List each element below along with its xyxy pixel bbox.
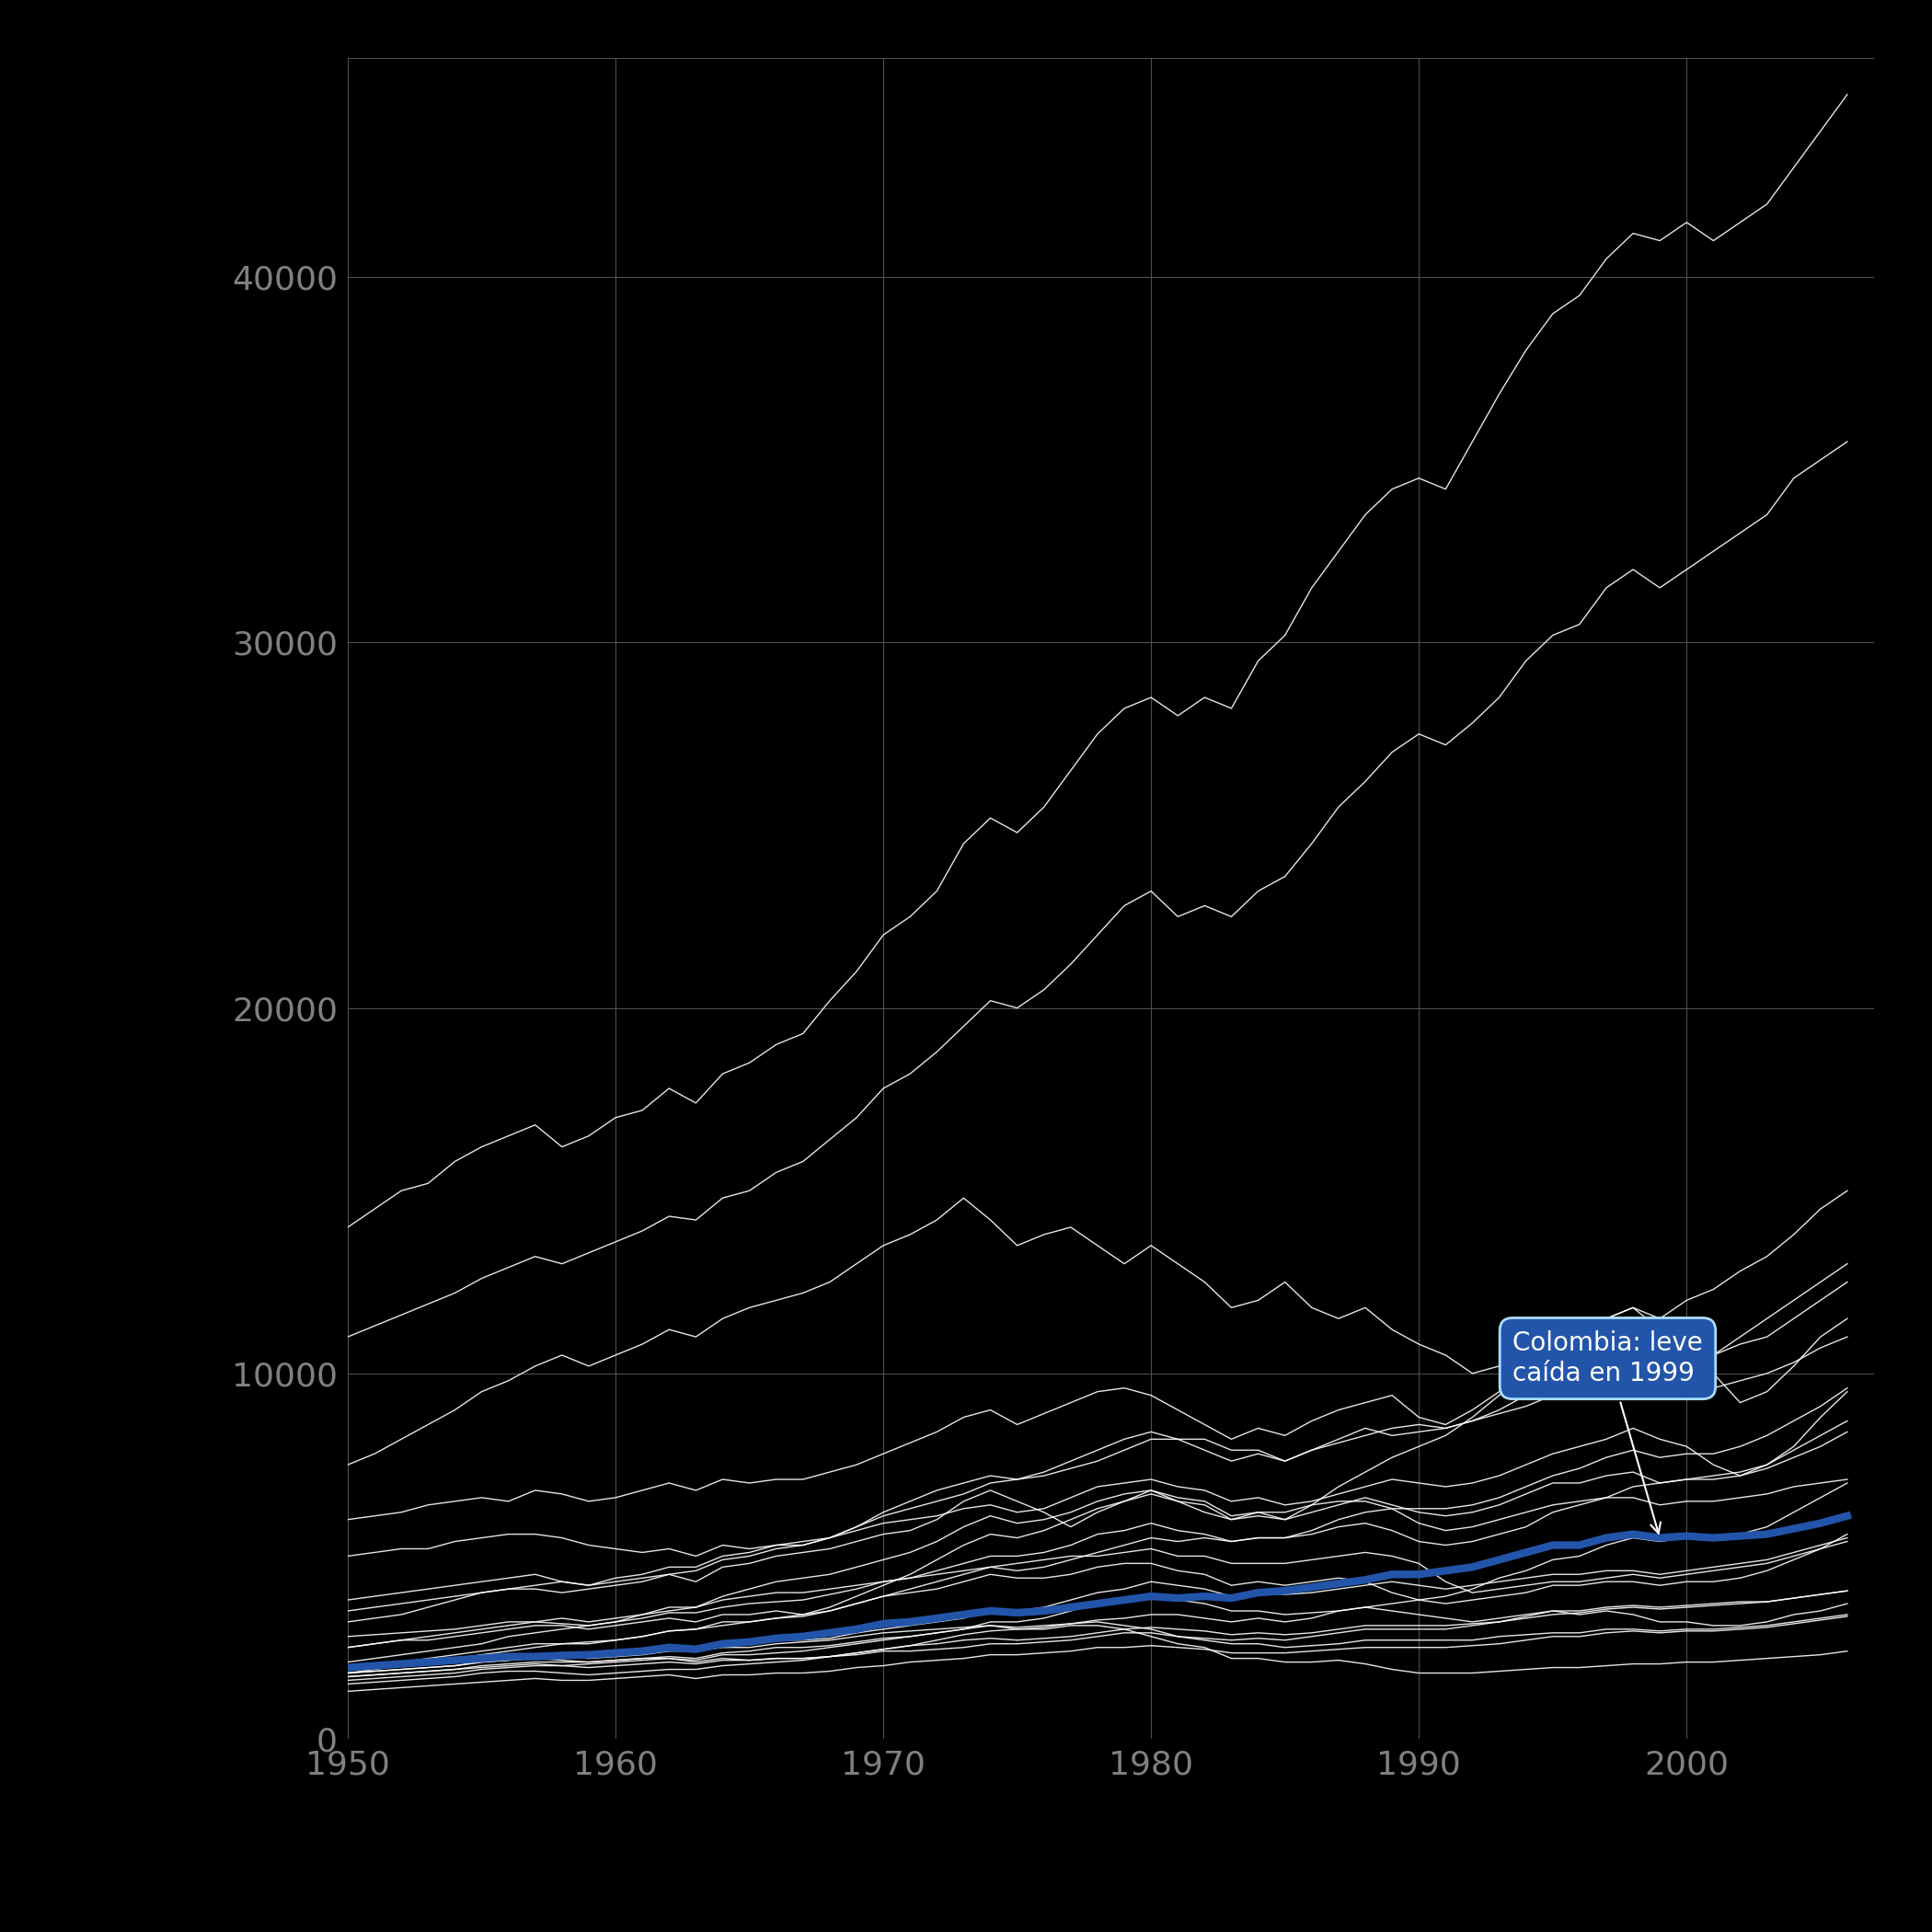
Text: Colombia: leve
caída en 1999: Colombia: leve caída en 1999	[1513, 1331, 1702, 1534]
